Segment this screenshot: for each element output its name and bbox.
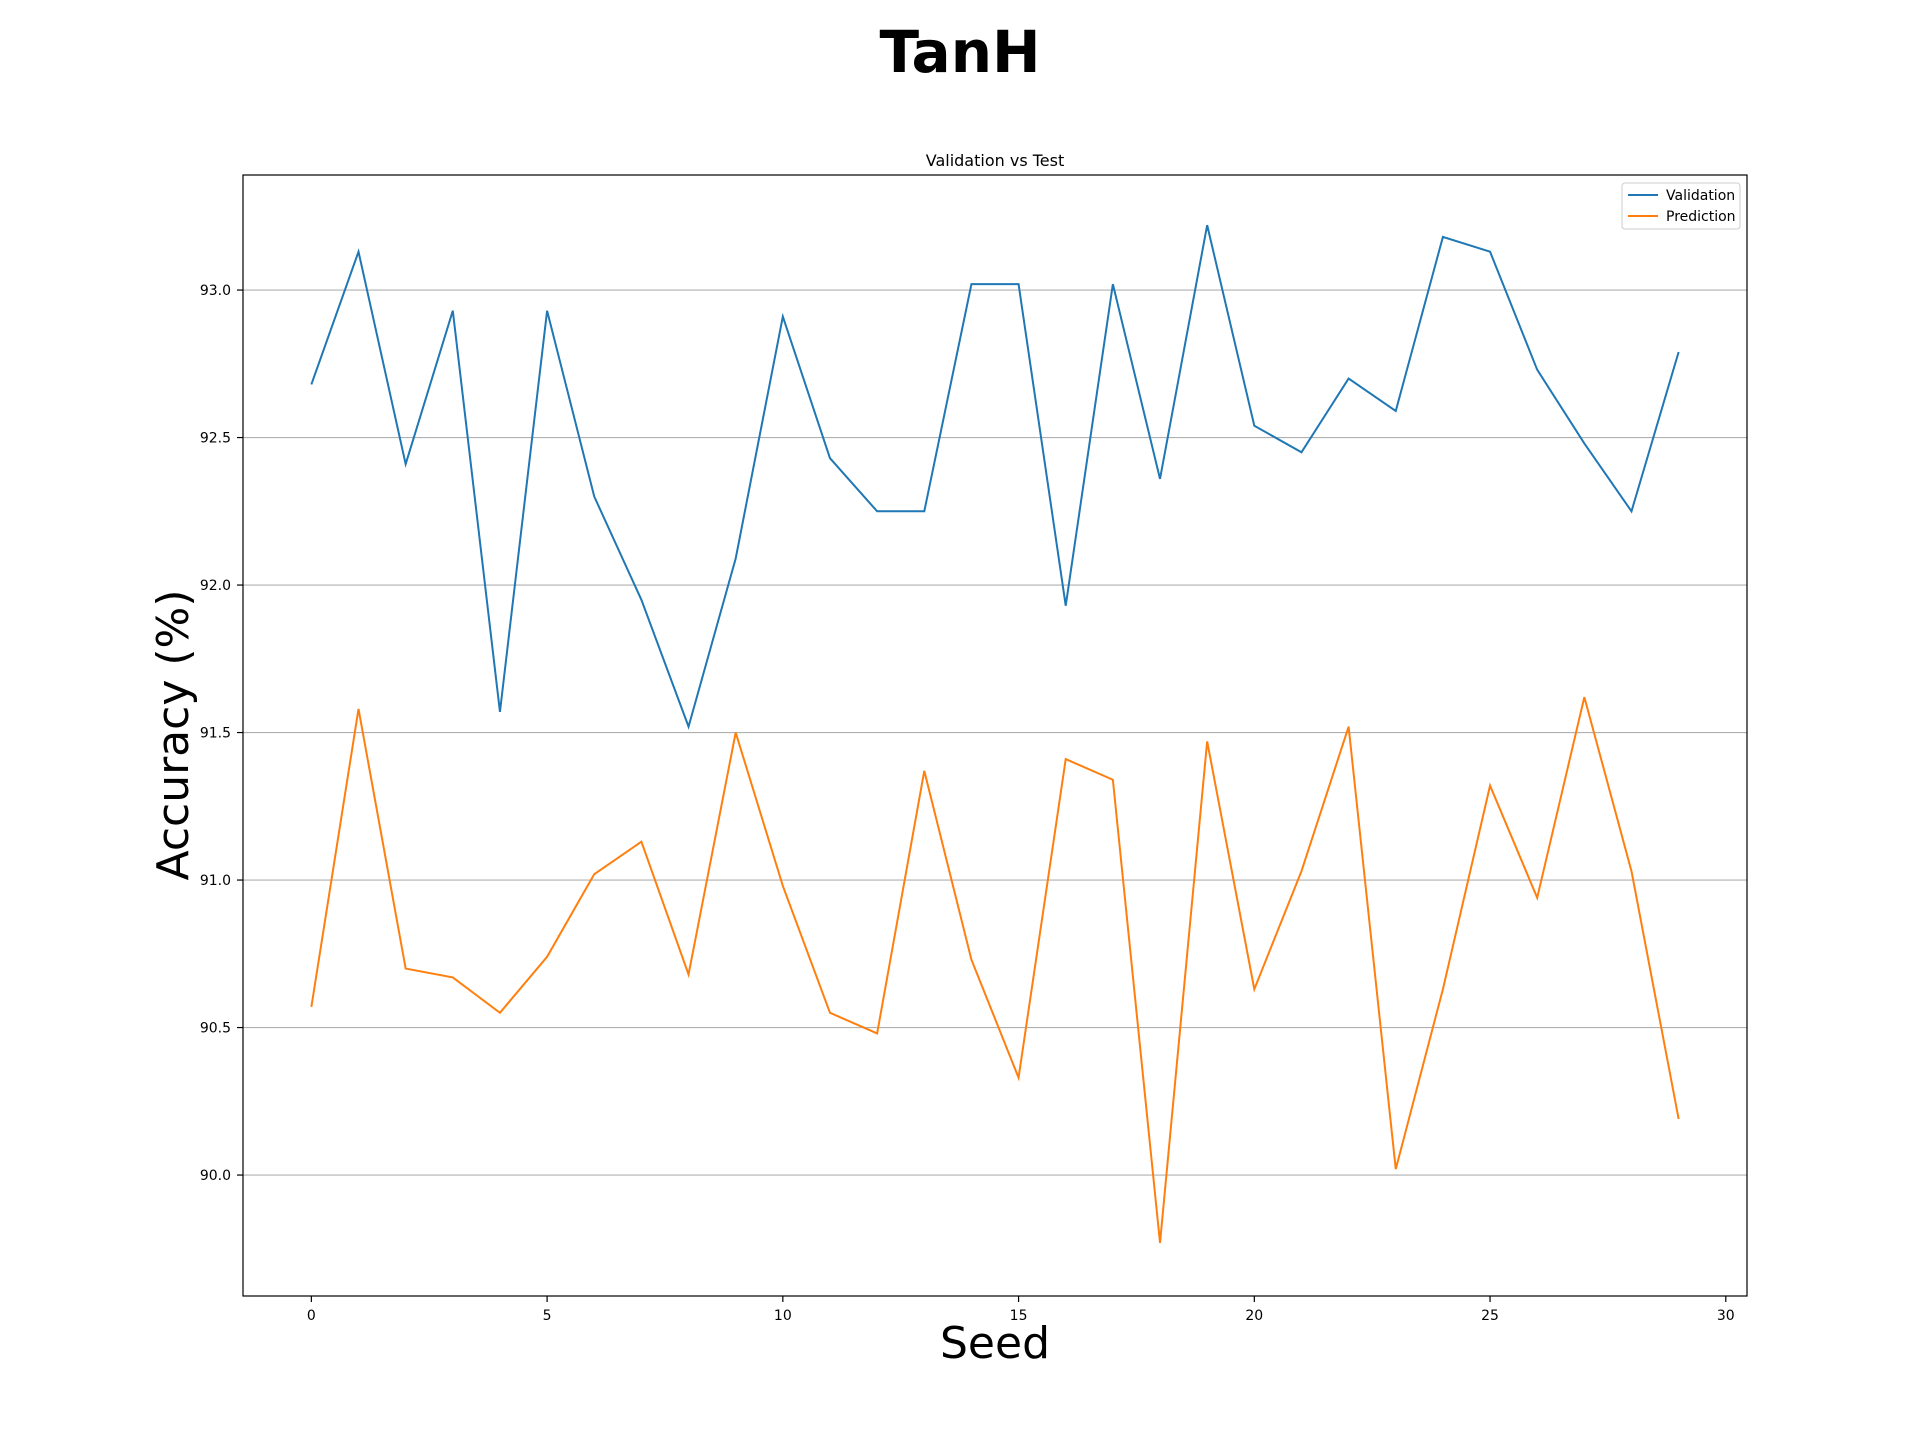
x-axis-label: Seed: [940, 1318, 1050, 1369]
x-tick-label: 15: [1010, 1308, 1028, 1324]
x-tick-label: 20: [1245, 1308, 1263, 1324]
figure-title: TanH: [879, 18, 1041, 86]
chart-title: Validation vs Test: [926, 151, 1065, 170]
y-tick-label: 90.5: [200, 1021, 231, 1037]
series-lines: [310, 224, 1680, 1244]
y-axis-ticks: 90.0 90.5 91.0 91.5 92.0 92.5 93.0: [200, 283, 243, 1184]
y-tick-label: 92.5: [200, 431, 231, 447]
series-line-prediction: [310, 696, 1680, 1244]
x-tick-label: 5: [543, 1308, 552, 1324]
y-tick-label: 93.0: [200, 283, 231, 299]
y-tick-label: 91.0: [200, 873, 231, 889]
x-axis-ticks: 0 5 10 15 20 25 30: [307, 1296, 1735, 1324]
x-tick-label: 0: [307, 1308, 316, 1324]
y-tick-label: 90.0: [200, 1168, 231, 1184]
legend-label: Prediction: [1666, 209, 1736, 225]
y-tick-label: 92.0: [200, 578, 231, 594]
legend-label: Validation: [1666, 188, 1735, 204]
plot-frame: [242, 174, 1748, 1297]
y-axis-label: Accuracy (%): [148, 589, 199, 880]
y-tick-label: 91.5: [200, 726, 231, 742]
x-tick-label: 30: [1717, 1308, 1735, 1324]
legend: Validation Prediction: [1621, 182, 1741, 230]
series-line-validation: [310, 224, 1680, 730]
grid-lines: [243, 289, 1747, 1176]
x-tick-label: 25: [1481, 1308, 1499, 1324]
x-tick-label: 10: [774, 1308, 792, 1324]
